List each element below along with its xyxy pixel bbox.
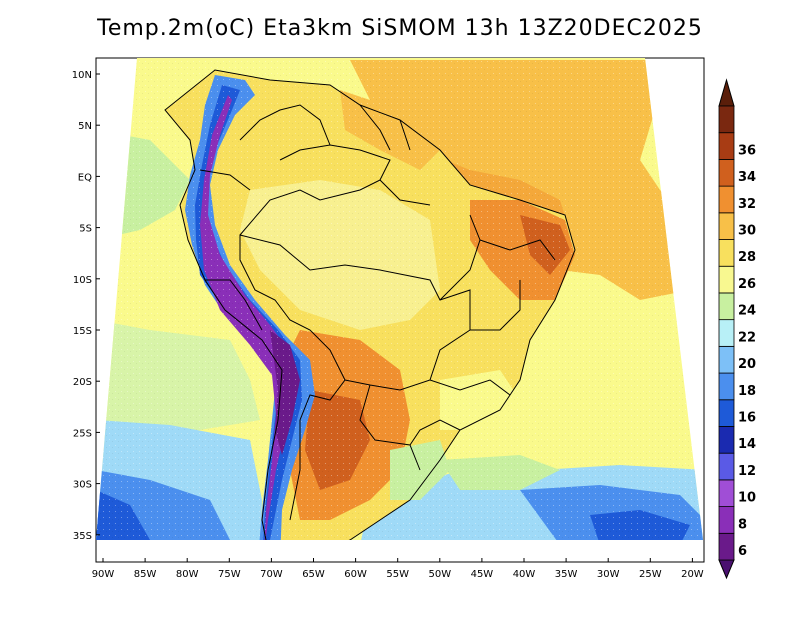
colorbar-label: 16 (738, 410, 756, 425)
lat-tick-label: 5N (78, 121, 92, 132)
lon-tick-label: 70W (260, 569, 283, 580)
colorbar-label: 36 (738, 143, 756, 158)
lon-tick-label: 20W (681, 569, 704, 580)
colorbar-label: 18 (738, 384, 756, 399)
colorbar-segment (718, 426, 735, 454)
colorbar-label: 14 (738, 437, 756, 452)
colorbar-segment (718, 265, 735, 294)
colorbar-label: 10 (738, 491, 756, 506)
lon-tick-label: 45W (471, 569, 494, 580)
lon-tick-label: 40W (513, 569, 536, 580)
lon-tick-label: 60W (344, 569, 367, 580)
lon-tick-label: 65W (302, 569, 325, 580)
colorbar-label: 12 (738, 464, 756, 479)
lat-tick-label: 25S (73, 428, 92, 439)
map-title: Temp.2m(oC) Eta3km SiSMOM 13h 13Z20DEC20… (97, 16, 703, 41)
lon-tick-label: 90W (92, 569, 115, 580)
colorbar-label: 24 (738, 304, 756, 319)
temperature-field (96, 58, 703, 540)
colorbar-segment (718, 452, 735, 481)
colorbar-segment (718, 532, 735, 561)
lon-tick-label: 25W (639, 569, 662, 580)
colorbar-label: 30 (738, 224, 756, 239)
colorbar-segment (718, 212, 735, 240)
colorbar-label: 26 (738, 277, 756, 292)
colorbar-arrow-top (718, 78, 735, 107)
colorbar-segment (718, 399, 735, 427)
lat-tick-label: 35S (73, 531, 92, 542)
colorbar-label: 22 (738, 330, 756, 345)
lat-tick-label: EQ (78, 172, 92, 183)
colorbar-segment (718, 185, 735, 214)
colorbar-label: 32 (738, 197, 756, 212)
colorbar-label: 20 (738, 357, 756, 372)
lat-tick-label: 20S (73, 377, 92, 388)
colorbar-segment (718, 345, 735, 374)
colorbar-label: 6 (738, 544, 747, 559)
colorbar-segment (718, 292, 735, 321)
lat-tick-label: 15S (73, 326, 92, 337)
latitude-axis: 10N 5N EQ 5S 10S 15S 20S 25S 30S 35S (72, 70, 100, 542)
lat-tick-label: 5S (79, 224, 92, 235)
colorbar-label: 8 (738, 517, 747, 532)
lon-tick-label: 80W (176, 569, 199, 580)
colorbar-label: 34 (738, 170, 756, 185)
field-texture (96, 58, 703, 540)
colorbar-label: 28 (738, 250, 756, 265)
political-boundaries (164, 69, 576, 540)
lat-tick-label: 10S (73, 275, 92, 286)
lon-tick-label: 35W (555, 569, 578, 580)
colorbar-segment (718, 319, 735, 347)
lat-tick-label: 30S (73, 480, 92, 491)
colorbar-segment (718, 479, 735, 507)
colorbar: 6 8 10 12 14 16 18 20 22 24 26 28 30 32 34 36 (718, 78, 756, 580)
colorbar-segment (718, 239, 735, 267)
colorbar-segment (718, 372, 735, 401)
lon-tick-label: 55W (386, 569, 409, 580)
longitude-axis: 90W 85W 80W 75W 70W 65W 60W 55W 50W 45W 40W 35W 30W 2… (92, 558, 704, 580)
colorbar-segment (718, 105, 735, 134)
colorbar-segment (718, 506, 735, 534)
lon-tick-label: 75W (218, 569, 241, 580)
lon-tick-label: 50W (428, 569, 451, 580)
lat-tick-label: 10N (72, 70, 92, 81)
lon-tick-label: 30W (597, 569, 620, 580)
colorbar-segment (718, 132, 735, 160)
colorbar-arrow-bottom (718, 559, 735, 580)
lon-tick-label: 85W (134, 569, 157, 580)
colorbar-segment (718, 159, 735, 187)
